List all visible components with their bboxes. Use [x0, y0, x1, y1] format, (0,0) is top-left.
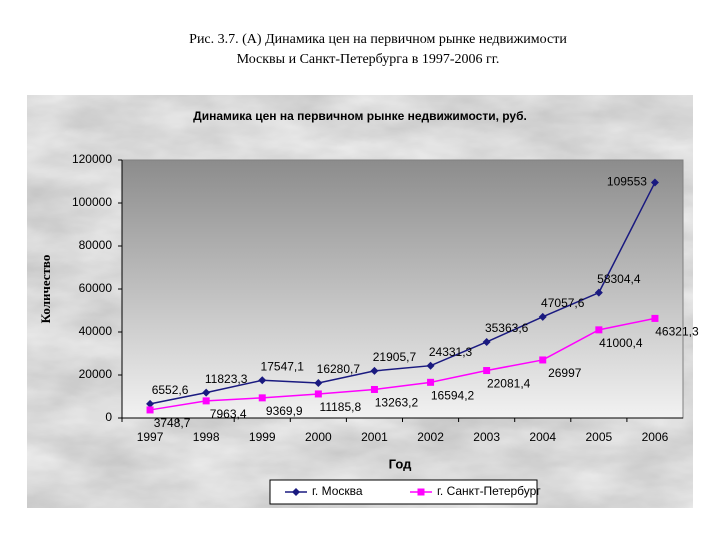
marker — [202, 388, 211, 397]
y-tick-label: 120000 — [72, 152, 112, 166]
x-tick-label: 2006 — [642, 430, 669, 444]
series-line — [149, 182, 656, 405]
marker — [539, 356, 547, 364]
marker — [370, 366, 379, 375]
marker — [314, 390, 322, 398]
marker — [482, 337, 491, 346]
marker — [595, 326, 603, 334]
marker — [146, 399, 155, 408]
legend-marker — [417, 488, 425, 496]
marker — [202, 397, 210, 405]
marker — [258, 376, 267, 385]
x-tick-label: 2004 — [529, 430, 556, 444]
series-line — [149, 317, 656, 411]
data-label: 9369,9 — [266, 404, 303, 418]
legend-label: г. Санкт-Петербург — [437, 484, 541, 498]
legend-label: г. Москва — [312, 484, 363, 498]
y-tick-label: 80000 — [79, 238, 113, 252]
chart-title: Динамика цен на первичном рынке недвижим… — [193, 109, 527, 123]
marker — [427, 378, 435, 386]
data-label: 6552,6 — [152, 383, 189, 397]
marker — [370, 385, 378, 393]
caption-line: Рис. 3.7. (А) Динамика цен на первичном … — [189, 32, 567, 47]
y-axis-label: Количество — [38, 255, 53, 324]
data-label: 11823,3 — [205, 372, 248, 386]
data-label: 16594,2 — [431, 388, 475, 402]
data-label: 7963,4 — [210, 407, 247, 421]
marker — [314, 378, 323, 387]
x-tick-label: 1999 — [249, 430, 276, 444]
marker — [651, 314, 659, 322]
x-tick-label: 2000 — [305, 430, 332, 444]
data-label: 46321,3 — [655, 325, 699, 339]
data-label: 41000,4 — [599, 336, 643, 350]
data-label: 11185,8 — [320, 400, 362, 414]
y-tick-label: 20000 — [79, 367, 113, 381]
y-tick-label: 0 — [105, 410, 112, 424]
data-label: 109553 — [607, 175, 647, 189]
marker — [650, 178, 659, 187]
data-label: 16280,7 — [317, 362, 361, 376]
x-axis-label: Год — [389, 456, 412, 471]
x-tick-label: 2002 — [417, 430, 444, 444]
marker — [146, 406, 154, 414]
data-label: 24331,3 — [429, 345, 473, 359]
x-tick-label: 2003 — [473, 430, 500, 444]
marker — [538, 312, 547, 321]
data-label: 21905,7 — [373, 350, 417, 364]
plot-area — [121, 159, 684, 419]
marker — [426, 361, 435, 370]
data-label: 47057,6 — [541, 296, 585, 310]
caption-line: Москвы и Санкт-Петербурга в 1997-2006 гг… — [237, 52, 500, 67]
marker — [483, 367, 491, 375]
data-label: 35363,6 — [485, 321, 529, 335]
data-label: 13263,2 — [375, 396, 419, 410]
data-label: 17547,1 — [261, 359, 305, 373]
y-tick-label: 60000 — [79, 281, 113, 295]
marker — [594, 288, 603, 297]
y-tick-label: 40000 — [79, 324, 113, 338]
data-label: 58304,4 — [597, 272, 641, 286]
data-label: 22081,4 — [487, 377, 531, 391]
legend — [269, 479, 538, 505]
legend-marker — [292, 488, 300, 496]
x-tick-label: 2001 — [361, 430, 388, 444]
y-tick-label: 100000 — [72, 195, 112, 209]
x-tick-label: 1997 — [137, 430, 164, 444]
x-tick-label: 1998 — [193, 430, 220, 444]
data-label: 26997 — [548, 366, 582, 380]
x-tick-label: 2005 — [585, 430, 612, 444]
marker — [258, 394, 266, 402]
data-label: 3748,7 — [154, 416, 191, 430]
